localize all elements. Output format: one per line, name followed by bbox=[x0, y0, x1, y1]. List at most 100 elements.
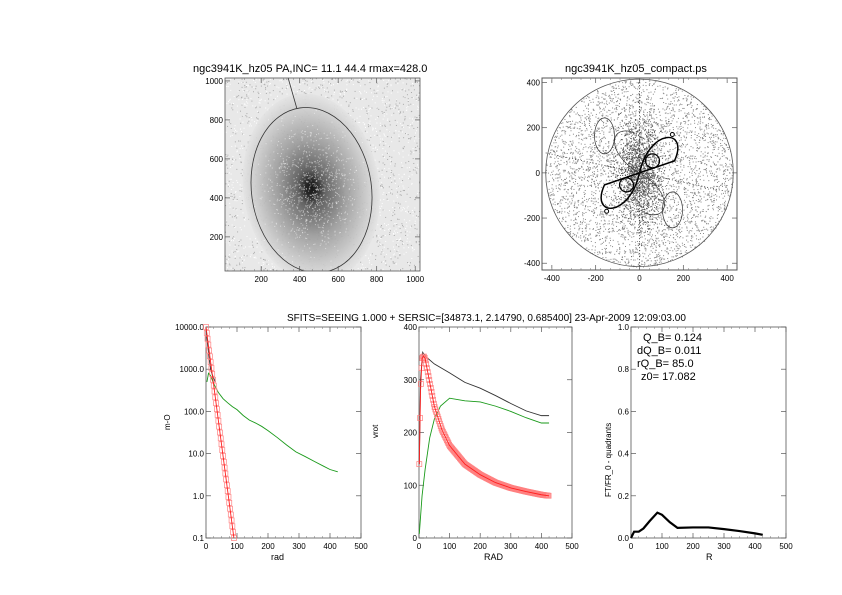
map-point bbox=[599, 142, 601, 144]
noise-pixel bbox=[408, 247, 410, 249]
map-point bbox=[575, 212, 577, 214]
map-point bbox=[624, 82, 626, 84]
map-point bbox=[592, 209, 594, 211]
map-point bbox=[575, 213, 577, 215]
map-point bbox=[606, 259, 608, 261]
noise-pixel bbox=[381, 98, 383, 100]
noise-pixel bbox=[259, 106, 261, 108]
noise-pixel bbox=[271, 263, 273, 265]
map-point bbox=[677, 253, 679, 255]
noise-pixel bbox=[350, 200, 352, 202]
noise-pixel bbox=[244, 219, 246, 221]
map-point bbox=[630, 218, 632, 220]
map-point bbox=[697, 123, 699, 125]
noise-pixel bbox=[390, 170, 392, 172]
noise-pixel bbox=[381, 99, 383, 101]
noise-pixel bbox=[344, 177, 346, 179]
noise-pixel bbox=[391, 141, 393, 143]
noise-pixel bbox=[287, 211, 289, 213]
noise-pixel bbox=[399, 237, 401, 239]
noise-pixel bbox=[398, 152, 400, 154]
noise-pixel bbox=[414, 169, 416, 171]
map-point bbox=[678, 99, 680, 101]
noise-pixel bbox=[296, 165, 298, 167]
noise-pixel bbox=[375, 130, 377, 132]
noise-pixel bbox=[382, 260, 384, 262]
noise-pixel bbox=[388, 105, 390, 107]
map-point bbox=[569, 145, 571, 147]
noise-pixel bbox=[243, 247, 245, 249]
map-point bbox=[588, 116, 590, 118]
map-point bbox=[625, 169, 627, 171]
noise-pixel bbox=[263, 239, 265, 241]
noise-pixel bbox=[304, 174, 306, 176]
noise-pixel bbox=[300, 83, 302, 85]
map-point bbox=[662, 87, 664, 89]
map-point bbox=[724, 171, 726, 173]
map-point bbox=[603, 219, 605, 221]
noise-pixel bbox=[310, 81, 312, 83]
map-point bbox=[712, 152, 714, 154]
noise-pixel bbox=[243, 254, 245, 256]
map-point bbox=[616, 198, 618, 200]
map-point bbox=[603, 182, 605, 184]
noise-pixel bbox=[333, 91, 335, 93]
noise-pixel bbox=[276, 184, 278, 186]
noise-pixel bbox=[307, 174, 309, 176]
noise-pixel bbox=[364, 123, 366, 125]
noise-pixel bbox=[312, 196, 314, 198]
noise-pixel bbox=[316, 86, 318, 88]
noise-pixel bbox=[406, 107, 408, 109]
map-point bbox=[600, 119, 602, 121]
noise-pixel bbox=[267, 190, 269, 192]
map-point bbox=[723, 137, 725, 139]
map-point bbox=[670, 123, 672, 125]
noise-pixel bbox=[399, 194, 401, 196]
noise-pixel bbox=[364, 182, 366, 184]
map-point bbox=[562, 126, 564, 128]
map-point bbox=[654, 133, 656, 135]
noise-pixel bbox=[406, 83, 408, 85]
noise-pixel bbox=[405, 109, 407, 111]
map-point bbox=[592, 114, 594, 116]
map-point bbox=[644, 109, 646, 111]
noise-pixel bbox=[417, 105, 419, 107]
map-point bbox=[700, 201, 702, 203]
noise-pixel bbox=[376, 95, 378, 97]
map-point bbox=[624, 225, 626, 227]
noise-pixel bbox=[298, 183, 300, 185]
map-point bbox=[679, 128, 681, 130]
noise-pixel bbox=[353, 118, 355, 120]
noise-pixel bbox=[327, 169, 329, 171]
noise-pixel bbox=[262, 183, 264, 185]
noise-pixel bbox=[312, 82, 314, 84]
noise-pixel bbox=[385, 264, 387, 266]
noise-pixel bbox=[236, 264, 238, 266]
noise-pixel bbox=[296, 191, 298, 193]
map-point bbox=[676, 164, 678, 166]
map-point bbox=[670, 207, 672, 209]
noise-pixel bbox=[304, 227, 306, 229]
noise-pixel bbox=[403, 208, 405, 210]
map-point bbox=[591, 128, 593, 130]
noise-pixel bbox=[301, 163, 303, 165]
noise-pixel bbox=[314, 196, 316, 198]
map-point bbox=[647, 191, 649, 193]
noise-pixel bbox=[296, 216, 298, 218]
noise-pixel bbox=[319, 87, 321, 89]
noise-pixel bbox=[305, 188, 307, 190]
noise-pixel bbox=[389, 108, 391, 110]
noise-pixel bbox=[407, 99, 409, 101]
map-point bbox=[651, 209, 653, 211]
map-point bbox=[689, 230, 691, 232]
noise-pixel bbox=[231, 158, 233, 160]
map-point bbox=[659, 85, 661, 87]
noise-pixel bbox=[293, 193, 295, 195]
map-point bbox=[615, 129, 617, 131]
noise-pixel bbox=[305, 166, 307, 168]
noise-pixel bbox=[254, 105, 256, 107]
map-point bbox=[570, 148, 572, 150]
map-point bbox=[608, 259, 610, 261]
noise-pixel bbox=[255, 257, 257, 259]
map-point bbox=[605, 106, 607, 108]
